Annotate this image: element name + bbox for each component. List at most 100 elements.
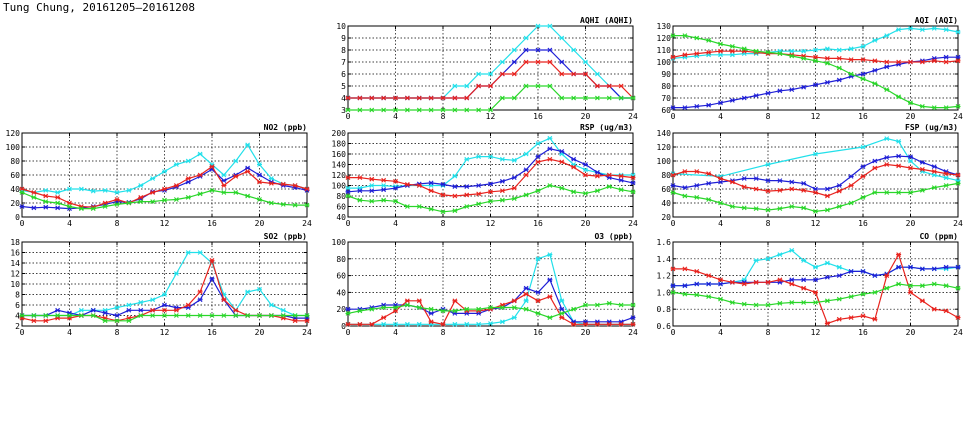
- y-tick-label: 2: [15, 322, 20, 331]
- data-point-cyan: [393, 321, 398, 327]
- chart-title: RSP (ug/m3): [580, 123, 633, 132]
- y-tick-label: 130: [657, 22, 672, 31]
- x-tick-label: 12: [811, 112, 821, 121]
- data-point-red: [162, 307, 167, 313]
- data-point-cyan: [185, 158, 191, 164]
- data-point-red: [884, 273, 890, 278]
- data-point-green: [209, 313, 215, 318]
- y-tick-label: 40: [661, 199, 671, 208]
- x-tick-label: 12: [160, 219, 170, 228]
- data-point-blue: [559, 59, 565, 65]
- data-point-cyan: [729, 52, 735, 58]
- data-point-red: [670, 54, 676, 60]
- data-point-red: [583, 321, 588, 327]
- data-point-green: [606, 184, 612, 189]
- data-point-blue: [630, 180, 636, 186]
- data-point-green: [741, 46, 747, 52]
- chart-fsp: FSP (ug/m3) 0 4 8 12 16 20 24 20 40 60 80 100 120 140: [657, 123, 963, 228]
- x-tick-label: 16: [858, 112, 868, 121]
- data-point-cyan: [836, 47, 842, 53]
- x-tick-label: 12: [486, 328, 496, 337]
- data-point-red: [381, 315, 387, 320]
- data-point-green: [523, 306, 529, 312]
- data-point-green: [547, 83, 553, 89]
- data-point-green: [452, 208, 458, 214]
- data-point-green: [257, 313, 262, 318]
- y-tick-label: 4: [15, 312, 20, 321]
- data-point-cyan: [452, 173, 458, 179]
- data-point-blue: [801, 84, 807, 90]
- data-point-cyan: [860, 144, 866, 150]
- data-point-green: [404, 107, 410, 113]
- data-point-red: [523, 291, 529, 297]
- y-tick-label: 80: [336, 192, 346, 201]
- data-point-blue: [765, 178, 771, 183]
- data-point-green: [416, 204, 422, 209]
- data-point-green: [559, 311, 565, 316]
- y-tick-label: 0.6: [657, 322, 672, 331]
- data-point-blue: [824, 274, 830, 280]
- data-point-green: [860, 291, 866, 297]
- data-point-green: [789, 53, 795, 59]
- data-point-red: [150, 307, 156, 313]
- y-tick-label: 14: [10, 259, 20, 268]
- data-point-red: [848, 57, 854, 62]
- data-point-green: [753, 48, 759, 54]
- data-point-green: [860, 195, 866, 200]
- data-point-blue: [801, 277, 807, 283]
- data-point-red: [559, 71, 565, 77]
- data-point-red: [428, 188, 434, 194]
- y-tick-label: 80: [10, 157, 20, 166]
- data-point-cyan: [813, 47, 818, 53]
- x-tick-label: 16: [533, 112, 543, 121]
- data-point-green: [90, 313, 96, 318]
- data-point-blue: [571, 156, 577, 162]
- chart-title: O3 (ppb): [594, 232, 633, 241]
- data-point-green: [393, 198, 398, 204]
- data-point-green: [233, 313, 239, 318]
- data-point-red: [440, 321, 446, 327]
- data-point-cyan: [452, 321, 458, 327]
- x-tick-label: 24: [628, 219, 638, 228]
- data-point-green: [801, 300, 807, 305]
- data-point-red: [765, 279, 771, 285]
- data-point-green: [67, 204, 72, 209]
- data-point-green: [583, 190, 588, 196]
- y-tick-label: 200: [332, 129, 347, 138]
- data-point-red: [860, 57, 866, 62]
- data-point-green: [836, 296, 842, 302]
- data-point-red: [718, 48, 723, 54]
- data-point-blue: [345, 189, 351, 195]
- data-point-cyan: [464, 321, 470, 327]
- data-point-red: [694, 51, 700, 56]
- data-point-green: [729, 44, 735, 49]
- data-point-blue: [955, 264, 961, 270]
- data-point-cyan: [571, 47, 577, 53]
- data-point-green: [428, 306, 434, 312]
- data-point-blue: [860, 164, 866, 169]
- data-point-cyan: [150, 297, 156, 303]
- data-point-red: [523, 172, 529, 178]
- data-point-green: [789, 300, 795, 305]
- data-point-blue: [19, 204, 25, 209]
- data-point-blue: [138, 307, 144, 313]
- data-point-cyan: [884, 33, 890, 38]
- data-point-red: [138, 195, 144, 200]
- x-tick-label: 24: [302, 219, 312, 228]
- data-point-blue: [682, 283, 688, 289]
- data-point-cyan: [499, 319, 505, 325]
- data-point-red: [753, 279, 759, 285]
- data-point-red: [618, 321, 624, 327]
- data-point-blue: [90, 307, 96, 313]
- data-point-green: [19, 313, 25, 318]
- data-point-blue: [706, 281, 712, 287]
- data-point-cyan: [488, 71, 493, 77]
- y-tick-label: 3: [341, 106, 346, 115]
- data-point-blue: [896, 153, 902, 159]
- data-point-red: [404, 298, 410, 304]
- data-point-green: [90, 206, 96, 211]
- data-point-green: [694, 195, 700, 200]
- data-point-red: [185, 302, 191, 308]
- data-point-cyan: [268, 302, 274, 308]
- y-tick-label: 60: [661, 106, 671, 115]
